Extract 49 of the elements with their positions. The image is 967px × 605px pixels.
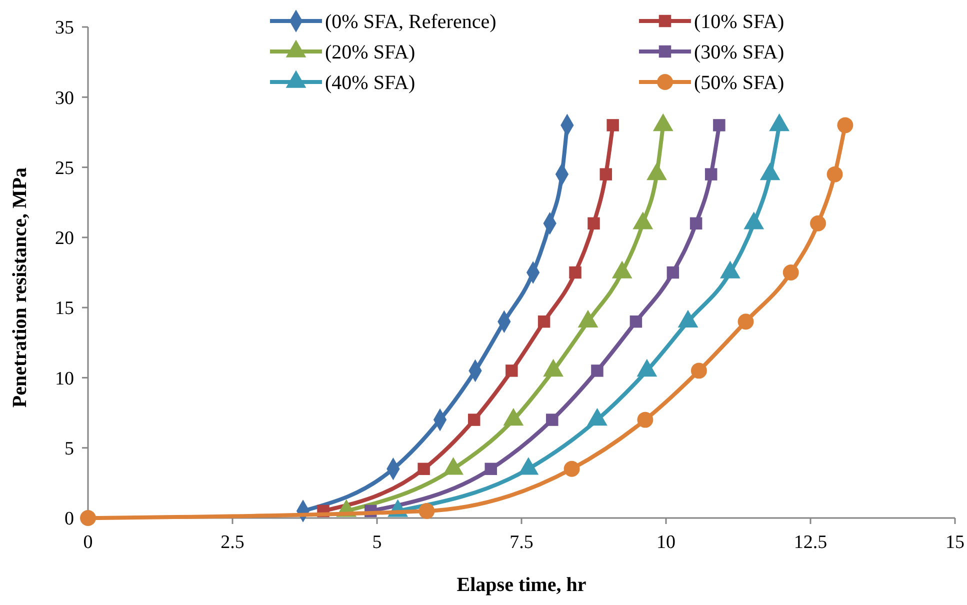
legend-label: (40% SFA) xyxy=(325,72,416,94)
point xyxy=(506,364,518,377)
legend-label: (20% SFA) xyxy=(325,42,416,64)
x-tick-label: 0 xyxy=(83,532,93,553)
x-tick-label: 15 xyxy=(946,532,964,553)
point xyxy=(690,362,707,379)
x-tick-label: 12.5 xyxy=(794,532,828,553)
point xyxy=(782,264,799,280)
point xyxy=(538,315,550,328)
point xyxy=(826,166,843,182)
y-axis-title: Penetration resistance, MPa xyxy=(9,167,31,408)
y-tick-label: 25 xyxy=(55,158,74,179)
point xyxy=(606,119,619,132)
y-tick-label: 20 xyxy=(55,228,74,250)
point xyxy=(704,168,718,180)
point xyxy=(810,215,826,232)
x-axis-title: Elapse time, hr xyxy=(456,574,586,596)
point xyxy=(690,217,702,230)
y-tick-label: 30 xyxy=(55,88,74,109)
x-tick-label: 7.5 xyxy=(510,532,534,553)
point xyxy=(569,266,582,279)
y-tick-label: 15 xyxy=(55,298,74,320)
point xyxy=(713,119,726,132)
point xyxy=(468,414,480,426)
point xyxy=(418,462,430,476)
x-tick-label: 5 xyxy=(372,532,382,553)
y-tick-label: 10 xyxy=(55,368,74,390)
point xyxy=(80,510,96,526)
point xyxy=(666,266,680,279)
point xyxy=(418,503,435,519)
legend-label: (0% SFA, Reference) xyxy=(325,11,496,33)
x-tick-label: 2.5 xyxy=(220,532,244,553)
point xyxy=(564,460,580,477)
x-tick-label: 10 xyxy=(656,532,676,553)
point xyxy=(637,412,654,428)
y-tick-label: 0 xyxy=(64,508,74,530)
point xyxy=(591,364,604,377)
point xyxy=(600,168,612,180)
point xyxy=(630,315,642,328)
point xyxy=(738,314,754,330)
y-tick-label: 35 xyxy=(55,18,74,39)
legend-label: (10% SFA) xyxy=(694,11,784,33)
point xyxy=(588,217,600,230)
point xyxy=(484,462,497,476)
point xyxy=(837,117,854,134)
legend-label: (50% SFA) xyxy=(694,72,784,94)
y-tick-label: 5 xyxy=(64,438,74,460)
legend-label: (30% SFA) xyxy=(694,42,784,64)
point xyxy=(546,414,558,426)
